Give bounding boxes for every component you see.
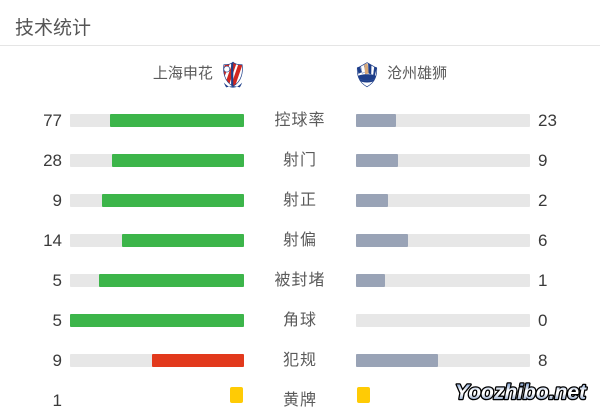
svg-text:Yoozhibo.net: Yoozhibo.net: [455, 381, 587, 404]
